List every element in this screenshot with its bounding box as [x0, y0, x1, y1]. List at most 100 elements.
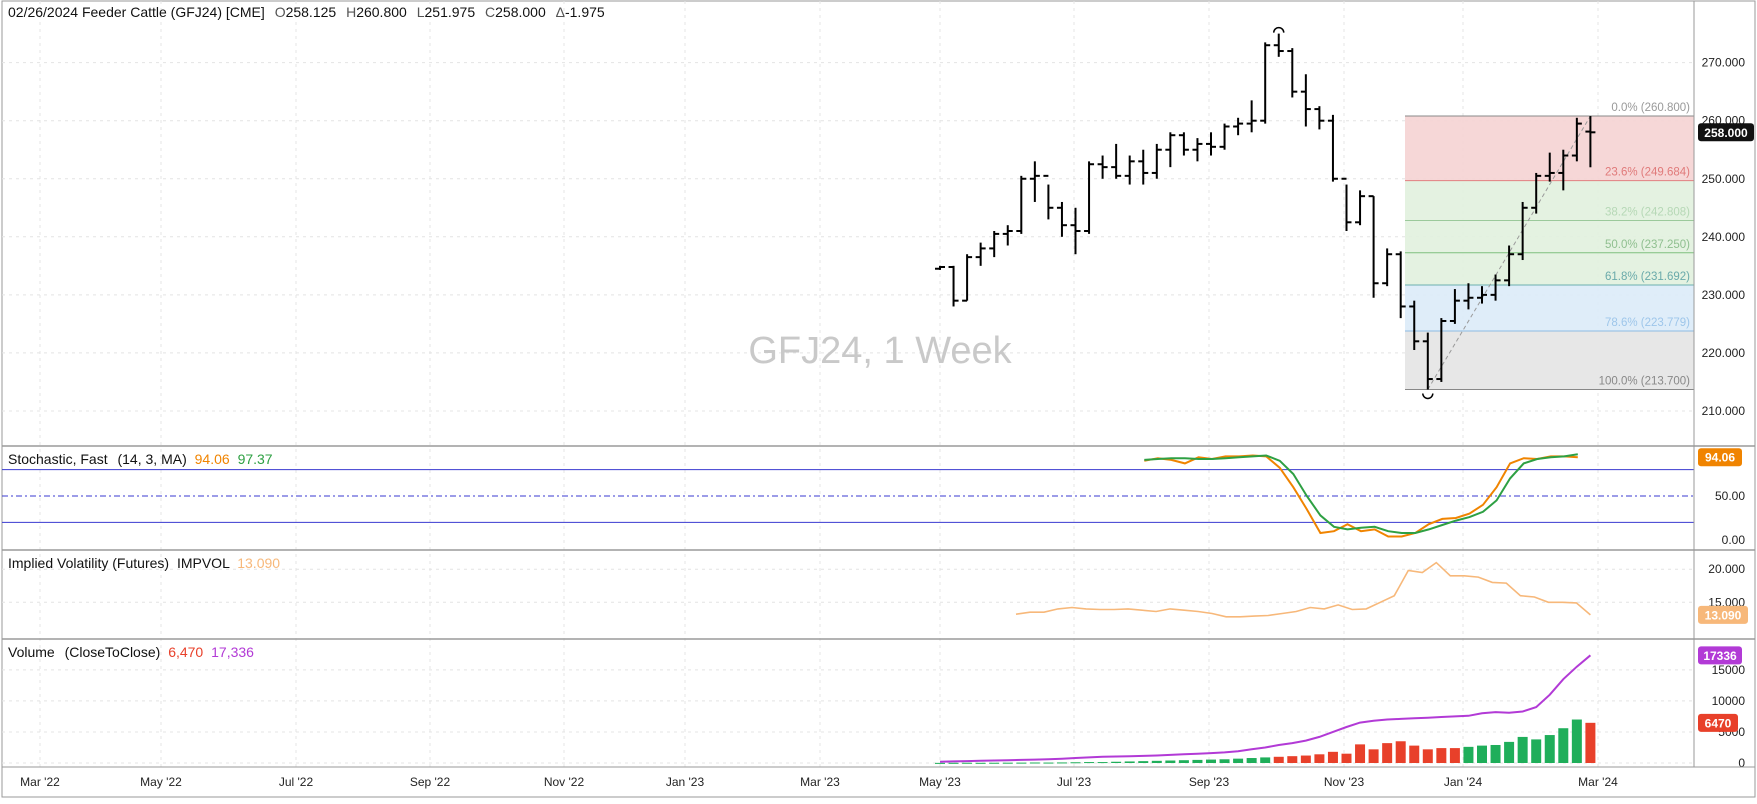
- last-price-label: 258.000: [1704, 126, 1748, 140]
- volume-bar: [962, 762, 973, 764]
- impvol-legend: Implied Volatility (Futures) IMPVOL 13.0…: [8, 555, 280, 571]
- price-tick-label: 250.000: [1702, 172, 1746, 186]
- watermark: GFJ24, 1 Week: [748, 330, 1012, 372]
- low-label: L: [417, 4, 425, 20]
- impvol-title: Implied Volatility (Futures): [8, 555, 169, 571]
- impvol-line: [1015, 561, 1591, 618]
- impvol-tick-label: 15.000: [1708, 595, 1745, 609]
- volume-tick-label: 15000: [1712, 663, 1746, 677]
- volume-legend: Volume (CloseToClose) 6,470 17,336: [8, 644, 254, 660]
- ohlc-bar: [989, 231, 1000, 258]
- volume-bar: [1517, 736, 1528, 763]
- stochastic-d-value: 97.37: [238, 451, 273, 467]
- open-value: 258.125: [286, 4, 337, 20]
- volume-bar: [1571, 719, 1582, 763]
- volume-bar: [1409, 745, 1420, 763]
- fib-level-label: 78.6% (223.779): [1605, 317, 1690, 329]
- ohlc-bar: [1517, 201, 1528, 261]
- volume-bar: [1084, 762, 1095, 764]
- stochastic-params: (14, 3, MA): [117, 451, 186, 467]
- impvol-value-label: 13.090: [1705, 608, 1742, 622]
- ohlc-bar: [1449, 289, 1460, 324]
- volume-bar: [1341, 753, 1352, 763]
- volume-bar: [1585, 722, 1596, 763]
- volume-bar: [1287, 756, 1298, 763]
- time-tick-label: May '22: [140, 775, 182, 789]
- change-label: Δ: [556, 4, 565, 20]
- volume-value-tag: [1698, 713, 1738, 732]
- stochastic-pane: [2, 453, 1694, 538]
- symbol-line: 02/26/2024 Feeder Cattle (GFJ24) [CME]: [8, 4, 265, 20]
- volume-bar: [1002, 762, 1013, 764]
- volume-bar: [1436, 748, 1447, 763]
- ohlc-bar: [1314, 106, 1325, 130]
- volume-bar: [1043, 762, 1054, 764]
- volume-tick-label: 0: [1738, 756, 1745, 770]
- volume-params: (CloseToClose): [65, 644, 161, 660]
- ohlc-bar: [1422, 332, 1433, 390]
- ohlc-bar: [1124, 155, 1135, 185]
- axis-layer: Mar '22 May '22 Jul '22 Sep '22 Nov '22 Jan '…: [20, 56, 1754, 789]
- volume-bar: [1558, 728, 1569, 763]
- volume-value-label: 6470: [1705, 716, 1732, 730]
- fib-zone: [1405, 252, 1694, 286]
- implied-volatility-pane: [1015, 561, 1591, 618]
- ohlc-bar: [1070, 207, 1081, 255]
- price-tick-label: 220.000: [1702, 346, 1746, 360]
- ohlc-bar: [1151, 143, 1162, 179]
- volume-bar: [1422, 749, 1433, 763]
- volume-bar: [1233, 758, 1244, 763]
- fib-zone: [1405, 285, 1694, 331]
- volume-bar: [935, 762, 945, 764]
- volume-bar: [1531, 739, 1542, 763]
- fib-zone: [1405, 180, 1694, 221]
- time-tick-label: Sep '22: [410, 775, 451, 789]
- price-bars: [935, 26, 1596, 400]
- ohlc-bar: [1084, 161, 1095, 234]
- low-value: 251.975: [425, 4, 476, 20]
- stochastic-value-label: 94.06: [1705, 451, 1735, 465]
- volume-bar: [1178, 760, 1189, 763]
- time-tick-label: May '23: [919, 775, 961, 789]
- volume-average-line: [939, 654, 1592, 763]
- impvol-series-label: IMPVOL: [177, 555, 230, 571]
- price-tick-label: 270.000: [1702, 56, 1746, 70]
- volume-bar: [1273, 756, 1284, 763]
- ohlc-bar: [1585, 116, 1596, 168]
- stochastic-d-line: [1144, 453, 1578, 534]
- close-value: 258.000: [495, 4, 546, 20]
- close-label: C: [485, 4, 495, 20]
- ohlc-bar: [1165, 132, 1176, 168]
- ohlc-bar: [1463, 283, 1474, 310]
- volume-bar: [1029, 762, 1040, 764]
- fibonacci-retracement[interactable]: 0.0% (260.800) 23.6% (249.684) 38.2% (242.…: [1405, 102, 1694, 390]
- volume-average-label: 17336: [1703, 649, 1737, 663]
- last-price-tag[interactable]: [1698, 123, 1754, 142]
- volume-bar: [1165, 760, 1176, 763]
- volume-bar: [1355, 744, 1366, 763]
- swing-low-marker: [1422, 393, 1434, 400]
- fib-level-label: 23.6% (249.684): [1605, 167, 1690, 179]
- ohlc-bar: [1382, 248, 1393, 287]
- ohlc-bar: [1368, 195, 1379, 298]
- ohlc-bar: [1558, 149, 1569, 191]
- volume-bar: [1192, 759, 1203, 763]
- ohlc-bar: [1395, 251, 1406, 319]
- volume-value: 6,470: [168, 644, 203, 660]
- stochastic-title: Stochastic, Fast: [8, 451, 108, 467]
- ohlc-bar: [1327, 114, 1338, 182]
- ohlc-bar: [1287, 48, 1298, 98]
- volume-bar: [1504, 741, 1515, 763]
- fib-level-label: 50.0% (237.250): [1605, 239, 1690, 251]
- volume-bar: [1097, 762, 1108, 764]
- volume-bar: [1477, 745, 1487, 763]
- volume-bar: [1016, 762, 1027, 764]
- impvol-value-tag: [1698, 605, 1748, 624]
- stochastic-value-tag: [1698, 448, 1742, 467]
- time-tick-label: Jan '24: [1444, 775, 1483, 789]
- ohlc-bar: [1260, 42, 1271, 124]
- stochastic-tick-label: 0.00: [1722, 533, 1746, 547]
- ohlc-bar: [1029, 161, 1040, 202]
